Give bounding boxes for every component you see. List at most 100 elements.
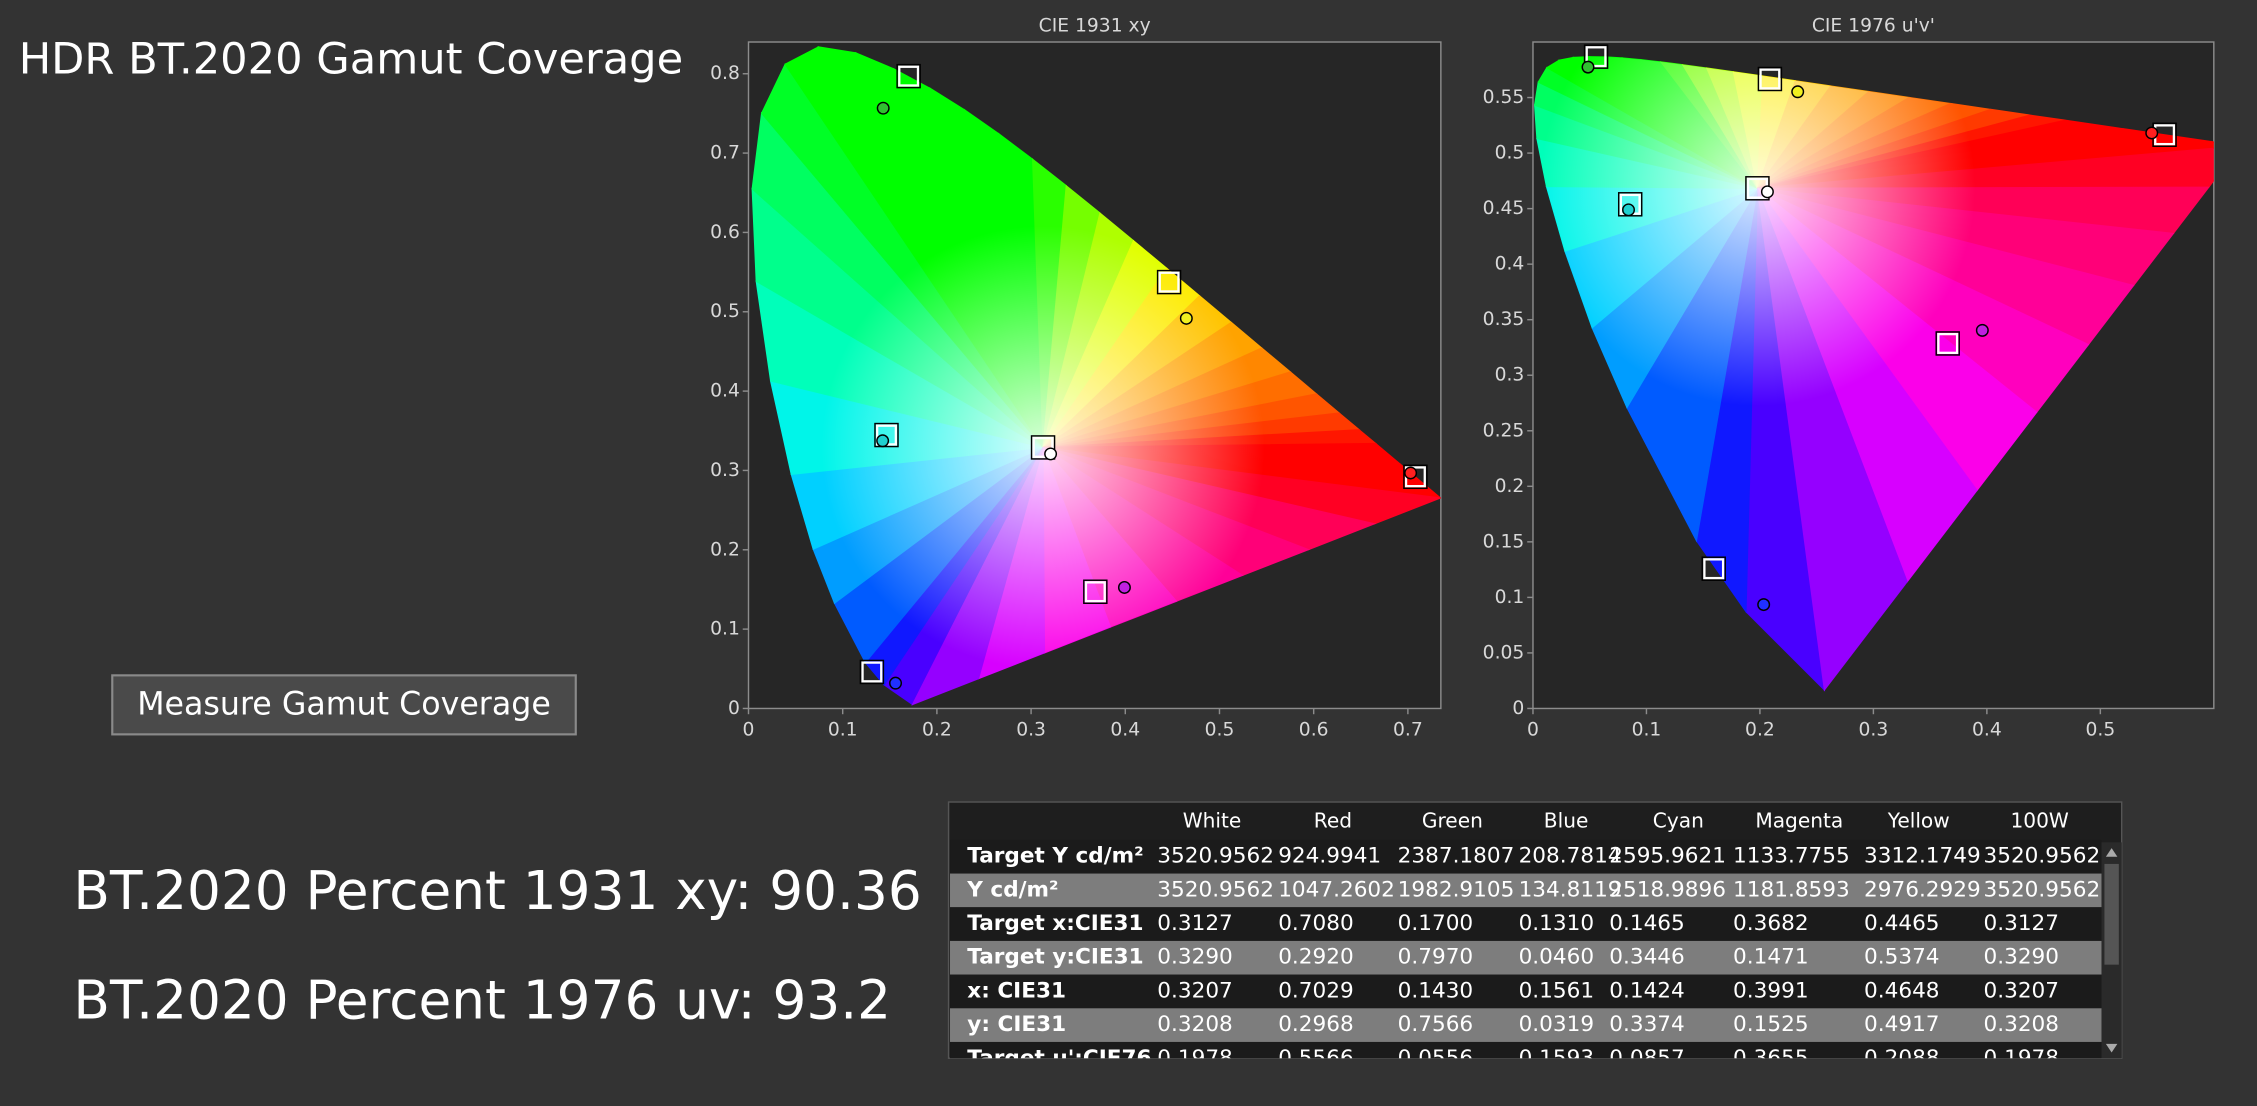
row-bg — [950, 940, 2102, 975]
cell: 0.3290 — [1157, 945, 1233, 970]
cell: 0.0319 — [1519, 1012, 1595, 1037]
column-header: Red — [1314, 809, 1352, 833]
cell: 208.7814 — [1519, 844, 1622, 869]
scrollbar-thumb[interactable] — [2104, 863, 2119, 965]
cell: 0.2088 — [1864, 1046, 1940, 1071]
column-header: 100W — [2010, 809, 2068, 833]
x-tick-label: 0.3 — [1859, 720, 1889, 741]
button-face[interactable] — [111, 674, 577, 736]
cell: 0.1561 — [1519, 978, 1595, 1003]
gamut-glow — [1534, 56, 2214, 691]
cell: 2595.9621 — [1609, 844, 1726, 869]
row-bg — [950, 1041, 2102, 1059]
row-bg — [950, 839, 2102, 874]
y-tick-label: 0.55 — [1483, 87, 1525, 108]
row-bg — [950, 907, 2102, 941]
measured-point — [1581, 60, 1595, 74]
column-header: Yellow — [1887, 809, 1950, 833]
y-tick-label: 0.8 — [710, 63, 740, 84]
target-square — [1759, 68, 1781, 90]
cell: 0.3991 — [1733, 978, 1809, 1003]
cell: 0.3374 — [1609, 1012, 1685, 1037]
y-tick-label: 0.1 — [1495, 587, 1525, 608]
cell: 2976.2929 — [1864, 877, 1981, 902]
target-square — [898, 65, 920, 87]
result-value: 93.2 — [772, 969, 891, 1031]
target-square — [1158, 271, 1180, 293]
target-square — [1032, 436, 1054, 458]
target-square-outline — [1083, 579, 1108, 604]
cell: 3520.9562 — [1984, 844, 2101, 869]
row-bg — [950, 873, 2102, 908]
cell: 0.1593 — [1519, 1046, 1595, 1071]
measured-point — [1622, 203, 1635, 217]
cell: 3312.1749 — [1864, 844, 1981, 869]
measured-point — [1117, 580, 1131, 594]
scroll-down[interactable] — [2105, 1043, 2118, 1053]
button-label[interactable]: Measure Gamut Coverage — [137, 687, 551, 723]
measure-button[interactable]: Measure Gamut Coverage — [111, 674, 577, 736]
column-header: Magenta — [1755, 809, 1843, 833]
y-tick-label: 0 — [1512, 698, 1524, 719]
cell: 0.3655 — [1733, 1046, 1809, 1071]
measured-point — [1757, 598, 1771, 612]
cell: 0.0460 — [1519, 945, 1595, 970]
target-square-outline — [874, 422, 899, 448]
cell: 2518.9896 — [1609, 877, 1726, 902]
gamut-shape — [751, 46, 1441, 706]
measured-point — [889, 676, 903, 690]
target-square-outline — [859, 659, 885, 685]
chart-title: CIE 1976 u'v' — [1812, 16, 1935, 37]
chart-title: CIE 1931 xy — [1039, 16, 1151, 37]
chart: CIE 1976 u'v' 0 0.1 0.2 0.3 0.4 0.5 0 0.05 0.1 0.1… — [1483, 16, 2215, 741]
cell: 0.7566 — [1398, 1012, 1474, 1037]
row-bg — [950, 974, 2102, 1009]
target-square-outline — [896, 63, 921, 89]
target-square-outline — [1757, 66, 1783, 92]
measured-point — [876, 101, 890, 115]
measured-point — [1044, 447, 1058, 461]
x-tick-label: 0.5 — [2085, 720, 2115, 741]
column-header: Green — [1422, 809, 1483, 833]
x-tick-label: 0.6 — [1299, 720, 1329, 741]
result-label: BT.2020 Percent 1976 uv: — [73, 969, 755, 1031]
y-tick-label: 0.3 — [1495, 365, 1525, 386]
result-1931: BT.2020 Percent 1931 xy: 90.36 — [73, 860, 921, 922]
x-tick-label: 0.1 — [828, 720, 858, 741]
cell: 3520.9562 — [1157, 877, 1274, 902]
cell: 0.1700 — [1398, 911, 1474, 936]
y-tick-label: 0.5 — [1495, 143, 1525, 164]
cell: 0.3127 — [1984, 911, 2060, 936]
measured-point — [1404, 466, 1418, 480]
target-square — [1585, 46, 1607, 68]
cell: 0.2968 — [1278, 1012, 1354, 1037]
result-value: 90.36 — [769, 860, 921, 922]
row-label: Target Y cd/m² — [967, 844, 1143, 869]
cell: 1133.7755 — [1733, 844, 1850, 869]
target-square-outline — [1701, 556, 1726, 581]
column-header: Blue — [1544, 809, 1589, 833]
cell: 0.3446 — [1609, 945, 1685, 970]
cell: 0.1430 — [1398, 978, 1474, 1003]
row-label: Target u':CIE76 — [967, 1046, 1151, 1071]
x-tick-label: 0.3 — [1016, 720, 1046, 741]
y-tick-label: 0.25 — [1483, 420, 1525, 441]
target-square-outline — [1403, 464, 1428, 490]
x-tick-label: 0.4 — [1110, 720, 1140, 741]
target-square-outline — [1583, 44, 1609, 69]
y-tick-label: 0.4 — [1495, 254, 1525, 275]
y-tick-label: 0.45 — [1483, 198, 1525, 219]
cell: 0.5374 — [1864, 945, 1940, 970]
cell: 0.3207 — [1984, 978, 2060, 1003]
measured-point — [1760, 185, 1774, 199]
target-square-outline — [1935, 331, 1960, 356]
x-tick-label: 0.7 — [1393, 720, 1423, 741]
cell: 0.5566 — [1278, 1046, 1354, 1071]
scroll-up[interactable] — [2105, 848, 2118, 857]
x-tick-label: 0.2 — [922, 720, 952, 741]
row-label: y: CIE31 — [967, 1012, 1066, 1037]
cell: 0.3208 — [1157, 1012, 1233, 1037]
cell: 0.7029 — [1278, 978, 1354, 1003]
y-tick-label: 0.35 — [1483, 309, 1525, 330]
